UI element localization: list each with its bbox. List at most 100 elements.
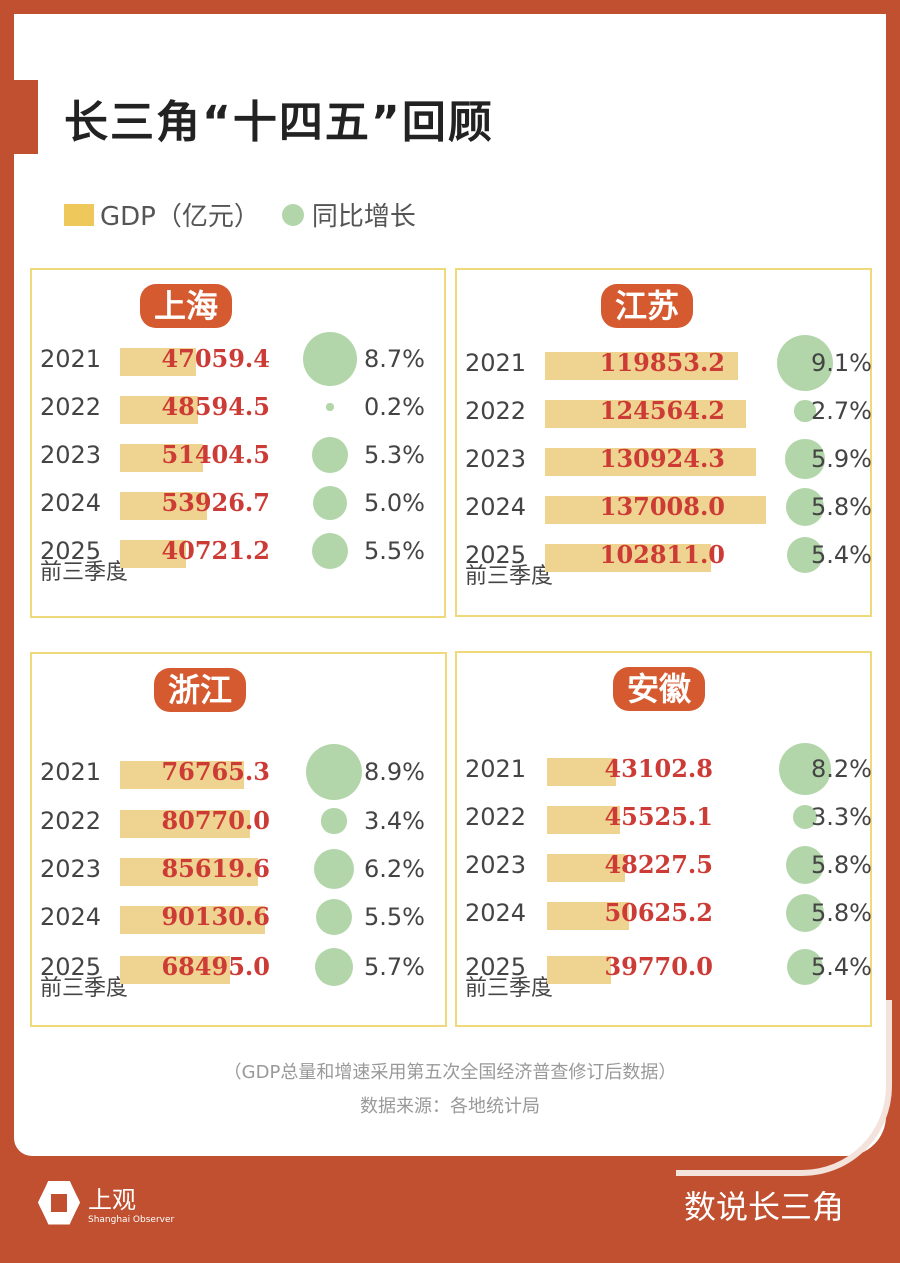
year-label: 2023 [465,446,526,472]
year-label: 2025 前三季度 [465,954,553,1002]
data-row: 2025 前三季度 39770.0 5.4% [457,948,872,1001]
growth-bubble [312,437,348,473]
gdp-value: 102811.0 [599,540,725,569]
year-label: 2021 [40,346,101,372]
logo-subtext: Shanghai Observer [88,1215,175,1225]
growth-bubble [315,948,353,986]
year-label: 2025 前三季度 [40,954,128,1002]
year-text: 2022 [40,393,102,421]
legend-gdp: GDP（亿元） [100,202,260,232]
data-row: 2022 124564.2 2.7% [457,394,872,434]
gdp-value: 43102.8 [604,754,713,783]
data-row: 2024 90130.6 5.5% [32,898,445,940]
logo-text: 上观 [88,1186,136,1214]
year-label: 2025 前三季度 [465,542,553,590]
gdp-bar [120,810,251,838]
gdp-bar [120,858,258,886]
legend: GDP（亿元） 同比增长 [64,196,416,233]
year-label: 2022 [465,804,526,830]
gdp-bar [120,396,199,424]
gdp-value: 45525.1 [604,802,713,831]
panel-3: 安徽 2021 43102.8 8.2% 2022 45525.1 3.3% 2… [455,651,872,1027]
year-text: 2022 [465,397,527,425]
gdp-bar [120,540,186,568]
year-text: 2023 [465,445,527,473]
gdp-value: 76765.3 [161,757,270,786]
year-label: 2021 [465,756,526,782]
gdp-value: 119853.2 [599,348,725,377]
gdp-value: 124564.2 [599,396,725,425]
growth-bubble [776,334,834,392]
gdp-value: 39770.0 [604,952,713,981]
growth-bubble [306,744,362,800]
gdp-bar [547,758,617,786]
year-label: 2021 [465,350,526,376]
growth-value: 5.0% [364,489,425,517]
legend-bar-swatch [64,203,94,226]
data-row: 2022 48594.5 0.2% [32,390,444,430]
growth-value: 3.4% [364,807,425,835]
year-label: 2023 [40,856,101,882]
year-text: 2025 [465,541,527,569]
year-text: 2023 [465,851,527,879]
growth-value: 8.9% [364,758,425,786]
gdp-bar [120,761,244,789]
growth-bubble [779,743,831,795]
year-text: 2025 [465,953,527,981]
growth-value: 5.4% [811,541,872,569]
method-note: （GDP总量和增速采用第五次全国经济普查修订后数据） [223,1062,677,1083]
growth-value: 5.5% [364,903,425,931]
growth-bubble [785,893,825,933]
year-label: 2025 前三季度 [40,538,128,586]
gdp-bar [547,806,621,834]
region-badge: 江苏 [601,284,694,328]
growth-bubble [313,848,355,890]
gdp-value: 68495.0 [161,952,270,981]
data-row: 2023 48227.5 5.8% [457,845,872,888]
year-text: 2025 [40,953,102,981]
gdp-bar [120,444,203,472]
year-label: 2023 [40,442,101,468]
legend-growth: 同比增长 [311,202,416,232]
data-row: 2022 45525.1 3.3% [457,800,872,840]
growth-value: 8.7% [364,345,425,373]
legend-bubble-swatch [281,203,304,226]
data-row: 2024 137008.0 5.8% [457,487,872,530]
gdp-value: 85619.6 [161,854,270,883]
growth-value: 5.7% [364,953,425,981]
growth-bubble [785,487,825,527]
panel-2: 浙江 2021 76765.3 8.9% 2022 80770.0 3.4% 2… [30,652,447,1027]
gdp-bar [120,492,207,520]
gdp-value: 90130.6 [161,902,270,931]
data-row: 2021 119853.2 9.1% [457,334,872,392]
gdp-bar [545,400,746,428]
growth-value: 9.1% [811,349,872,377]
gdp-bar [547,854,625,882]
shanghai-observer-logo: 上观 Shanghai Observer [38,1180,174,1225]
gdp-bar [545,352,738,380]
growth-value: 5.9% [811,445,872,473]
category-note: 前三季度 [40,560,129,585]
gdp-value: 47059.4 [161,344,270,373]
page-title: 长三角“十四五”回顾 [64,97,494,148]
category-note: 前三季度 [465,976,554,1001]
data-row: 2025 前三季度 68495.0 5.7% [32,948,445,1001]
year-label: 2022 [465,398,526,424]
data-row: 2023 85619.6 6.2% [32,848,445,892]
growth-bubble [313,486,347,520]
gdp-bar [120,348,196,376]
data-row: 2024 53926.7 5.0% [32,486,444,526]
source-note: 数据来源：各地统计局 [360,1096,540,1117]
data-row: 2022 80770.0 3.4% [32,804,445,844]
year-text: 2024 [465,899,527,927]
growth-value: 2.7% [811,397,872,425]
logo-icon [38,1180,80,1225]
growth-bubble [326,403,334,411]
gdp-bar [120,956,231,984]
data-row: 2021 76765.3 8.9% [32,744,445,800]
region-badge: 浙江 [154,668,247,712]
growth-value: 6.2% [364,855,425,883]
growth-bubble [785,845,825,885]
data-row: 2025 前三季度 40721.2 5.5% [32,532,444,585]
year-text: 2023 [40,441,102,469]
